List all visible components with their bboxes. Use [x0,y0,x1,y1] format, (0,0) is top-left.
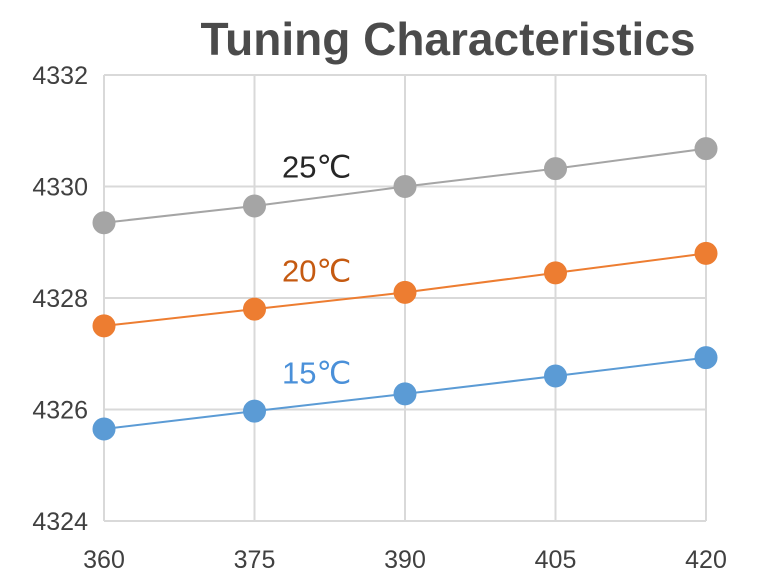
data-point [694,137,718,161]
data-point [544,157,567,181]
y-tick-label: 4332 [32,62,88,90]
series-label: 15℃ [282,355,351,390]
data-point [694,241,718,265]
x-tick-label: 390 [384,546,426,574]
y-tick-label: 4330 [32,174,88,202]
data-point [92,314,116,338]
data-point [393,382,417,406]
series-lines [92,137,718,441]
axis-ticks: 360 375 390 405 420 4324 4326 4328 4330 4332 [32,62,726,574]
data-point [243,297,266,321]
data-point [544,364,567,388]
x-tick-label: 360 [83,546,125,574]
series-label: 25℃ [282,150,351,185]
x-tick-label: 420 [685,546,727,574]
data-point [694,346,718,370]
data-point [92,417,116,441]
data-point [393,280,417,304]
data-point [393,175,417,198]
chart-title: Tuning Characteristics [200,13,695,65]
data-point [92,211,116,235]
series-label: 20℃ [282,254,351,289]
data-point [243,194,266,218]
y-tick-label: 4324 [32,508,88,536]
x-tick-label: 405 [535,546,577,574]
data-point [544,261,567,285]
y-tick-label: 4328 [32,285,88,313]
y-tick-label: 4326 [32,397,88,425]
x-tick-label: 375 [234,546,276,574]
data-point [243,399,266,423]
series-labels: 15℃ 20℃ 25℃ [282,150,351,391]
